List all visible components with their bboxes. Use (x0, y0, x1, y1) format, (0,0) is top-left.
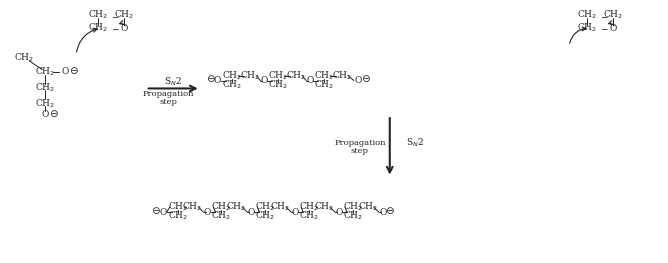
Text: CH$_2$: CH$_2$ (226, 201, 246, 214)
Text: Propagation: Propagation (143, 90, 194, 98)
Text: CH$_2$: CH$_2$ (577, 22, 597, 34)
Text: O: O (261, 76, 268, 85)
Text: CH$_2$: CH$_2$ (343, 210, 363, 222)
Text: CH$_2$: CH$_2$ (358, 201, 378, 214)
Text: CH$_2$: CH$_2$ (268, 78, 289, 91)
Text: O: O (609, 24, 617, 33)
Text: $\ominus$: $\ominus$ (69, 65, 79, 76)
Text: O: O (41, 110, 49, 119)
Text: CH$_2$: CH$_2$ (314, 78, 334, 91)
Text: S$_N$2: S$_N$2 (405, 137, 424, 149)
Text: O: O (291, 208, 299, 217)
Text: CH$_2$: CH$_2$ (222, 78, 242, 91)
Text: CH$_2$: CH$_2$ (114, 9, 134, 22)
Text: O: O (307, 76, 314, 85)
Text: CH$_2$: CH$_2$ (35, 65, 55, 78)
Text: O: O (61, 67, 69, 76)
Text: CH$_2$: CH$_2$ (268, 69, 289, 82)
Text: CH$_2$: CH$_2$ (603, 9, 623, 22)
Text: $-$: $-$ (111, 24, 119, 33)
Text: CH$_2$: CH$_2$ (222, 69, 242, 82)
Text: O: O (214, 76, 221, 85)
Text: $-$: $-$ (600, 24, 608, 33)
Text: CH$_2$: CH$_2$ (182, 201, 202, 214)
Text: step: step (160, 98, 178, 106)
Text: $\ominus$: $\ominus$ (49, 108, 59, 119)
Text: CH$_2$: CH$_2$ (270, 201, 291, 214)
Text: $-$: $-$ (111, 11, 119, 20)
Text: O: O (204, 208, 211, 217)
Text: CH$_2$: CH$_2$ (299, 210, 319, 222)
Text: CH$_2$: CH$_2$ (14, 52, 35, 64)
Text: CH$_2$: CH$_2$ (577, 9, 597, 22)
Text: CH$_2$: CH$_2$ (255, 201, 275, 214)
Text: CH$_2$: CH$_2$ (240, 69, 261, 82)
Text: CH$_2$: CH$_2$ (168, 210, 188, 222)
Text: CH$_2$: CH$_2$ (332, 69, 352, 82)
Text: CH$_2$: CH$_2$ (88, 9, 108, 22)
Text: CH$_2$: CH$_2$ (299, 201, 319, 214)
Text: CH$_2$: CH$_2$ (314, 201, 334, 214)
Text: CH$_2$: CH$_2$ (211, 210, 232, 222)
Text: CH$_2$: CH$_2$ (35, 81, 55, 94)
Text: CH$_2$: CH$_2$ (255, 210, 275, 222)
Text: CH$_2$: CH$_2$ (343, 201, 363, 214)
Text: O: O (120, 24, 128, 33)
Text: O: O (354, 76, 361, 85)
Text: CH$_2$: CH$_2$ (314, 69, 334, 82)
Text: $\ominus$: $\ominus$ (206, 73, 215, 84)
Text: CH$_2$: CH$_2$ (35, 97, 55, 110)
Text: $\ominus$: $\ominus$ (385, 205, 395, 216)
Text: S$_N$2: S$_N$2 (164, 75, 182, 88)
Text: CH$_2$: CH$_2$ (88, 22, 108, 34)
Text: CH$_2$: CH$_2$ (168, 201, 188, 214)
Text: $-$: $-$ (600, 11, 608, 20)
Text: $\ominus$: $\ominus$ (151, 205, 160, 216)
Text: O: O (159, 208, 166, 217)
Text: O: O (379, 208, 387, 217)
Text: CH$_2$: CH$_2$ (286, 69, 306, 82)
Text: $\ominus$: $\ominus$ (361, 73, 371, 84)
Text: O: O (248, 208, 255, 217)
Text: CH$_2$: CH$_2$ (211, 201, 232, 214)
Text: step: step (351, 147, 369, 155)
Text: Propagation: Propagation (334, 139, 385, 147)
Text: O: O (335, 208, 343, 217)
